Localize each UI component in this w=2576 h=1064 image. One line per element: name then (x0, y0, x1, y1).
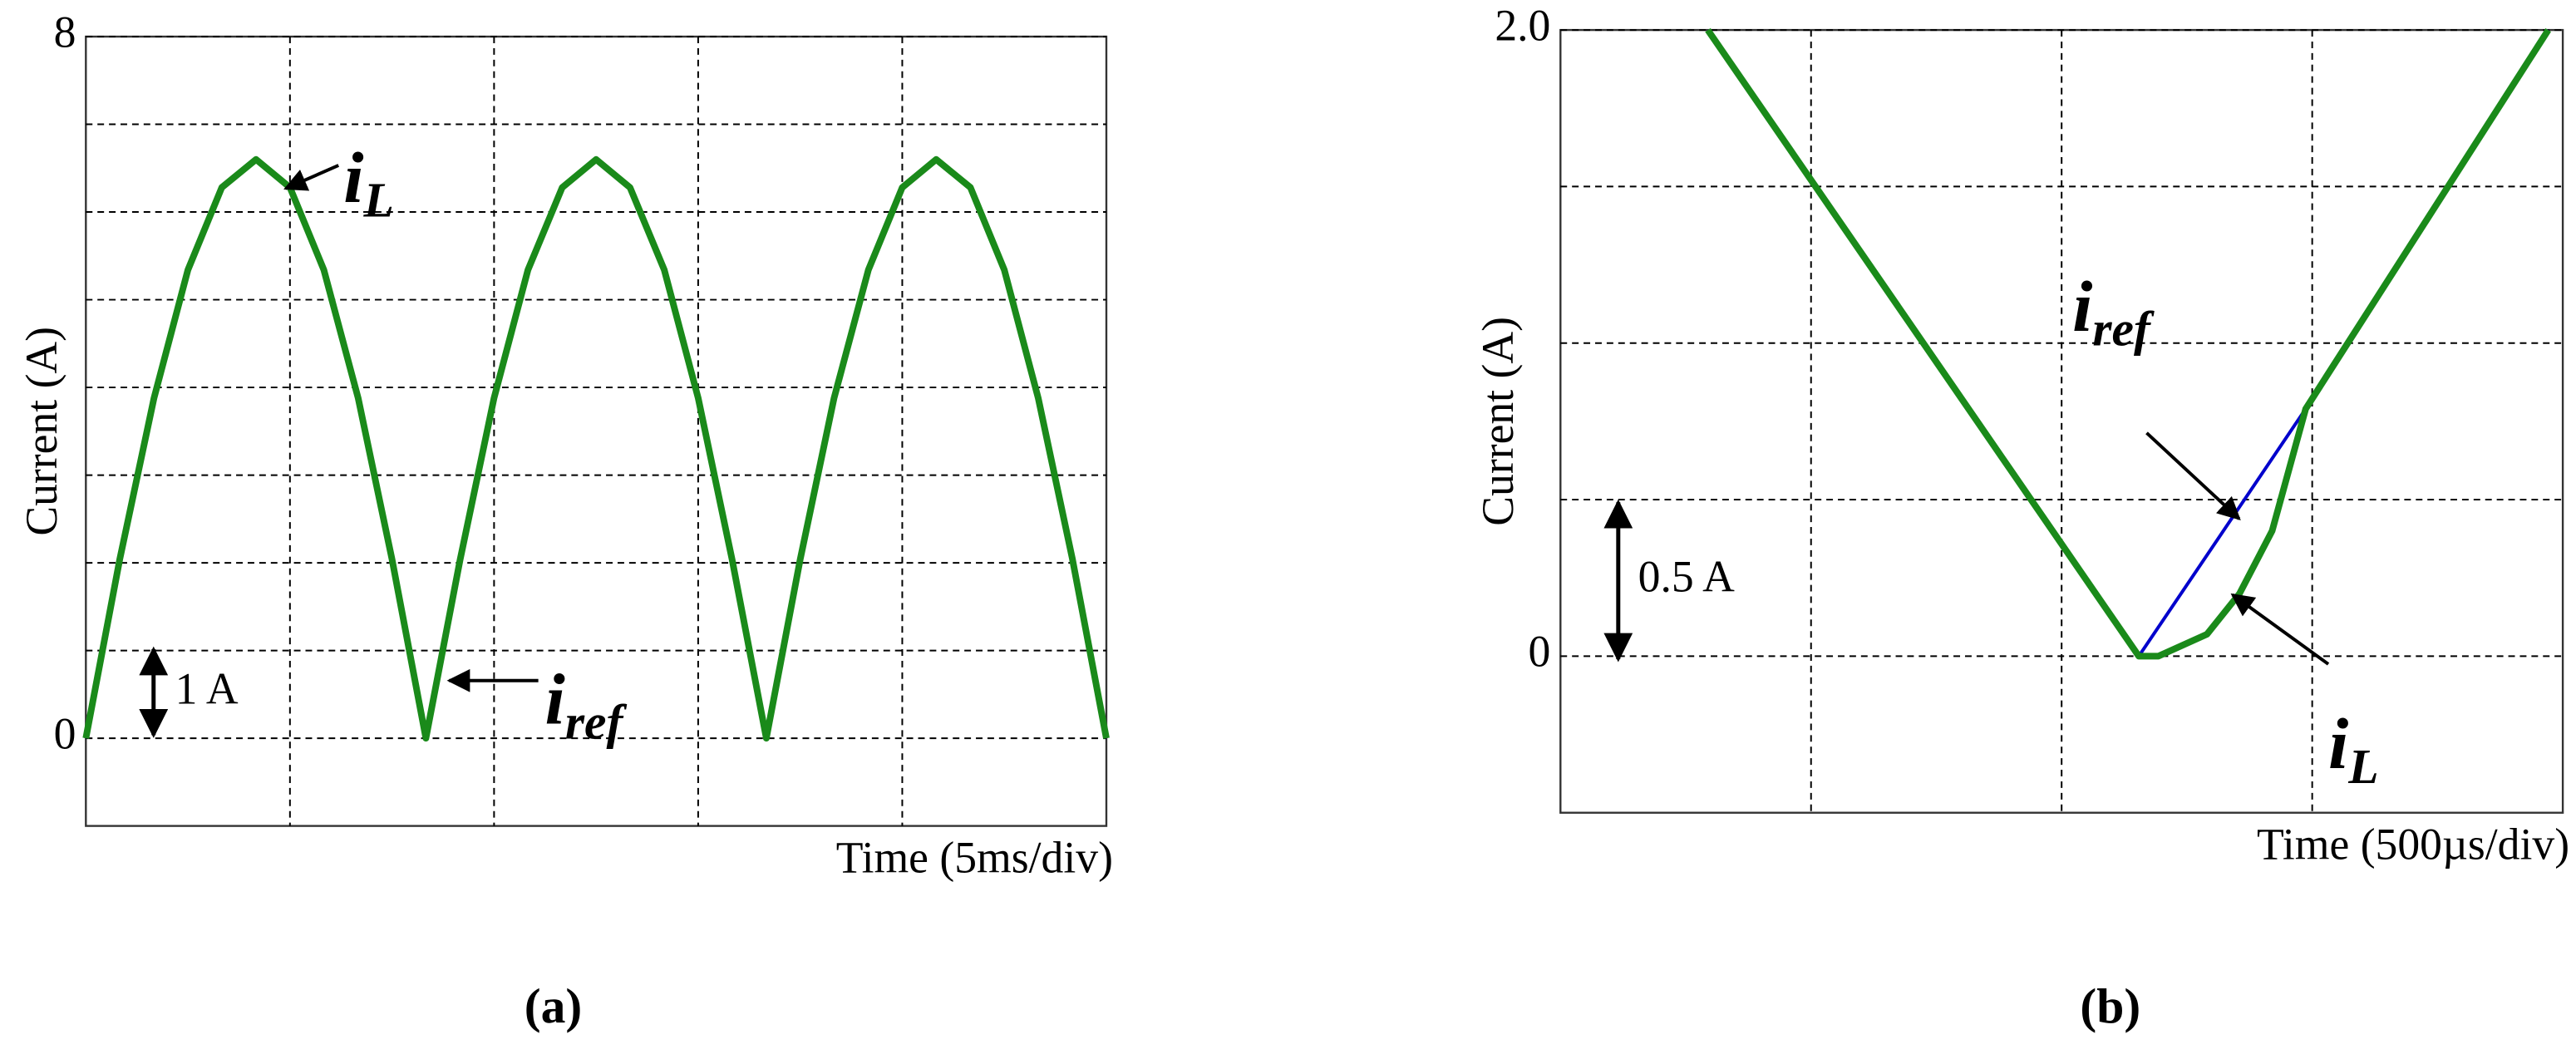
data-line (82, 155, 1110, 742)
annotation-subscript: ref (565, 694, 628, 749)
data-line (1705, 27, 2551, 660)
data-line (84, 157, 1108, 741)
y-tick-label: 8 (54, 7, 76, 57)
annotation-text: i (545, 659, 565, 740)
y-tick-label: 0 (54, 708, 76, 758)
annotation: 0.5 A (1638, 552, 1735, 602)
annotation-text: i (343, 137, 363, 218)
annotation-subscript: ref (2092, 301, 2155, 356)
x-axis-label: Time (500µs/div) (2257, 820, 2569, 869)
annotation-arrow (2230, 593, 2330, 666)
x-axis-label: Time (5ms/div) (836, 833, 1113, 883)
annotation: iL (2328, 703, 2379, 793)
annotation: iref (545, 659, 628, 749)
annotation-subscript: L (2347, 739, 2378, 794)
annotation: iref (2072, 266, 2155, 356)
annotation: iL (343, 137, 394, 227)
y-tick-label: 2.0 (1495, 0, 1550, 50)
y-axis-label: Current (A) (1473, 317, 1523, 526)
y-tick-label: 0 (1529, 627, 1551, 677)
annotation-text: 0.5 A (1638, 552, 1735, 602)
annotation-text: i (2072, 266, 2092, 347)
annotation-arrow (283, 164, 340, 191)
caption: (a) (525, 978, 582, 1033)
annotation: 1 A (175, 664, 239, 714)
y-axis-label: Current (A) (17, 327, 66, 536)
caption: (b) (2080, 978, 2140, 1033)
annotation-subscript: L (362, 172, 393, 227)
annotation-arrow (2145, 431, 2241, 521)
annotation-text: 1 A (175, 664, 239, 714)
annotation-text: i (2328, 703, 2348, 784)
